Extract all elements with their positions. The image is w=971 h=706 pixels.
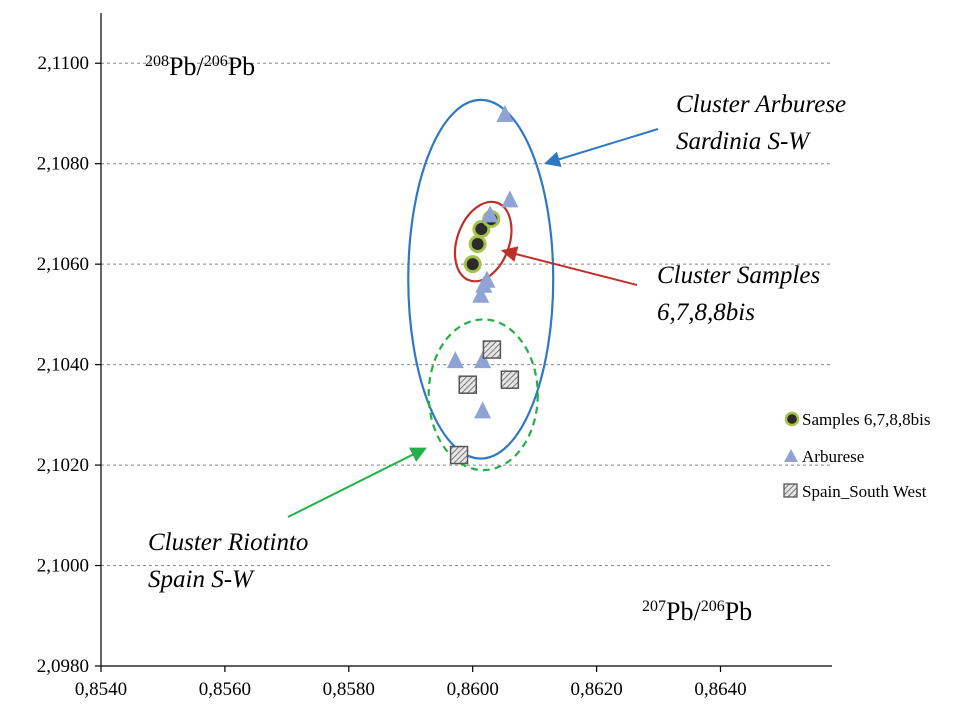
samples-arrow — [500, 246, 638, 286]
legend-item-arburese: Arburese — [784, 447, 864, 466]
x-tick-label: 0,8640 — [694, 679, 746, 700]
cluster-riotinto-ellipse — [427, 318, 539, 472]
x-axis-title: 207Pb/206Pb — [642, 597, 752, 626]
arburese-point — [472, 285, 490, 303]
legend-label-spain: Spain_South West — [802, 482, 927, 501]
arburese-point — [478, 270, 496, 288]
x-tick-label: 0,8560 — [199, 679, 251, 700]
y-tick-label: 2,1060 — [37, 254, 89, 275]
legend-label-samples: Samples 6,7,8,8bis — [802, 410, 930, 429]
series-1 — [446, 104, 519, 419]
legend-marker-spain — [783, 483, 798, 498]
arburese-point — [481, 205, 499, 223]
y-tick-label: 2,0980 — [37, 656, 89, 677]
arburese-point — [501, 190, 519, 208]
y-tick-label: 2,1080 — [37, 154, 89, 175]
x-tick-label: 0,8540 — [75, 679, 127, 700]
arburese-arrow — [543, 128, 659, 167]
x-title-base2: Pb — [725, 597, 752, 626]
samples-label-line2: 6,7,8,8bis — [657, 299, 755, 326]
spain-point — [482, 340, 502, 359]
cluster-arburese-ellipse — [407, 98, 555, 460]
spain-point — [449, 445, 469, 465]
legend-marker-samples — [784, 411, 800, 427]
arburese-label-line1: Cluster Arburese — [676, 91, 846, 118]
arburese-point — [474, 351, 492, 369]
y-title-base2: Pb — [228, 52, 255, 81]
y-axis-title: 208Pb/206Pb — [145, 52, 255, 81]
arburese-point — [474, 401, 492, 419]
spain-point — [458, 375, 477, 394]
y-tick-label: 2,1020 — [37, 455, 89, 476]
y-tick-labels: 2,0980 2,1000 2,1020 2,1040 2,1060 2,1080 2,11… — [37, 53, 101, 677]
x-title-sup2: 206 — [701, 598, 725, 615]
arburese-point — [446, 351, 464, 369]
arburese-point — [496, 104, 514, 122]
riotinto-arrow — [287, 447, 427, 518]
y-title-sup1: 208 — [145, 53, 169, 70]
cluster-annotations: Cluster Arburese Sardinia S-W Cluster Sa… — [148, 91, 846, 593]
legend-marker-arburese — [784, 449, 798, 462]
gridlines — [101, 62, 832, 567]
riotinto-label-line2: Spain S-W — [148, 566, 255, 593]
y-title-sup2: 206 — [204, 53, 228, 70]
y-tick-label: 2,1100 — [37, 53, 89, 74]
x-title-sup1: 207 — [642, 598, 666, 615]
x-tick-label: 0,8580 — [323, 679, 375, 700]
legend-item-spain: Spain_South West — [783, 482, 927, 501]
x-tick-label: 0,8600 — [447, 679, 499, 700]
y-title-base1: Pb/ — [169, 52, 204, 81]
series-2 — [449, 340, 520, 465]
sample-point — [463, 255, 482, 274]
riotinto-label-line1: Cluster Riotinto — [148, 529, 308, 556]
arburese-label-line2: Sardinia S-W — [676, 128, 811, 155]
axes — [100, 13, 832, 667]
legend-label-arburese: Arburese — [802, 447, 864, 466]
spain-point — [500, 370, 520, 389]
x-tick-labels: 0,8540 0,8560 0,8580 0,8600 0,8620 0,8640 — [75, 666, 747, 700]
x-title-base1: Pb/ — [666, 597, 701, 626]
y-tick-label: 2,1040 — [37, 355, 89, 376]
legend-item-samples: Samples 6,7,8,8bis — [784, 410, 930, 429]
data-points — [446, 104, 520, 465]
samples-label-line1: Cluster Samples — [657, 262, 820, 289]
y-tick-label: 2,1000 — [37, 556, 89, 577]
legend: Samples 6,7,8,8bis Arburese Spain_South … — [783, 410, 930, 501]
x-tick-label: 0,8620 — [570, 679, 622, 700]
sample-point — [468, 235, 487, 254]
